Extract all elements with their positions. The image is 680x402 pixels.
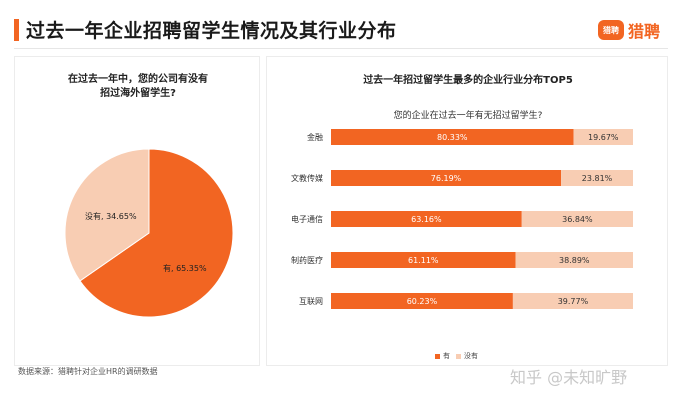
pie-slice-no — [64, 148, 150, 282]
bar-segment-no — [573, 129, 633, 145]
page-title: 过去一年企业招聘留学生情况及其行业分布 — [26, 20, 397, 42]
category-label: 电子通信 — [291, 214, 323, 224]
bar-segment-yes — [331, 211, 522, 227]
bar-chart-title: 过去一年招过留学生最多的企业行业分布TOP5 — [363, 75, 573, 86]
bar-value-label-no: 23.81% — [582, 174, 613, 183]
title-accent-bar — [14, 19, 19, 41]
pie-chart: 有, 65.35% 没有, 34.65% — [64, 148, 234, 318]
bar-value-label-no: 19.67% — [588, 133, 619, 142]
pie-label-yes: 有, 65.35% — [163, 263, 207, 273]
category-label: 金融 — [307, 132, 323, 142]
pie-title-line-1: 在过去一年中，您的公司有没有 — [68, 74, 208, 85]
logo-icon: 猎聘 — [598, 20, 624, 40]
bar-value-label-no: 39.77% — [558, 297, 589, 306]
bar-segment-no — [521, 211, 633, 227]
legend-item-no: 没有 — [456, 351, 478, 361]
logo-wordmark: 猎聘 — [628, 22, 661, 41]
bar-value-label-yes: 61.11% — [408, 256, 439, 265]
category-label: 制药医疗 — [291, 255, 323, 265]
pie-chart-panel: 在过去一年中，您的公司有没有 招过海外留学生? 有, 65.35% 没有, 34.… — [14, 56, 260, 366]
header-divider — [14, 48, 668, 49]
bar-chart-panel: 过去一年招过留学生最多的企业行业分布TOP5 您的企业在过去一年有无招过留学生?… — [266, 56, 668, 366]
stacked-bar-chart: 金融 80.33% 19.67% 文教传媒 76.19% 23.81% 电子通信 63.16%… — [291, 129, 633, 309]
legend-item-yes: 有 — [435, 351, 450, 361]
legend-swatch-no — [456, 353, 461, 359]
watermark: 知乎 @未知旷野 — [510, 368, 628, 387]
bar-segment-yes — [331, 293, 513, 309]
legend-label-no: 没有 — [464, 352, 478, 360]
category-label: 文教传媒 — [291, 173, 323, 183]
brand-logo: 猎聘 猎聘 — [598, 18, 660, 42]
pie-title-line-2: 招过海外留学生? — [100, 88, 176, 99]
bar-value-label-yes: 80.33% — [437, 133, 468, 142]
bar-value-label-yes: 63.16% — [411, 215, 442, 224]
category-label: 互联网 — [299, 297, 323, 306]
pie-slice-yes — [79, 148, 234, 318]
legend-swatch-yes — [435, 353, 440, 359]
bar-segment-no — [561, 170, 633, 186]
bar-value-label-no: 36.84% — [562, 215, 593, 224]
bar-segment-yes — [331, 252, 516, 268]
bar-segment-yes — [331, 170, 562, 186]
bar-value-label-yes: 60.23% — [407, 297, 438, 306]
data-source-note: 数据来源：猎聘针对企业HR的调研数据 — [18, 367, 158, 376]
bar-segment-no — [512, 293, 633, 309]
bar-value-label-yes: 76.19% — [431, 174, 462, 183]
bar-chart-subtitle: 您的企业在过去一年有无招过留学生? — [393, 111, 543, 121]
bar-segment-no — [515, 252, 633, 268]
pie-label-no: 没有, 34.65% — [85, 211, 137, 221]
bar-segment-yes — [331, 129, 574, 145]
legend-label-yes: 有 — [443, 352, 450, 360]
chart-legend: 有 没有 — [435, 351, 484, 361]
bar-value-label-no: 38.89% — [559, 256, 590, 265]
